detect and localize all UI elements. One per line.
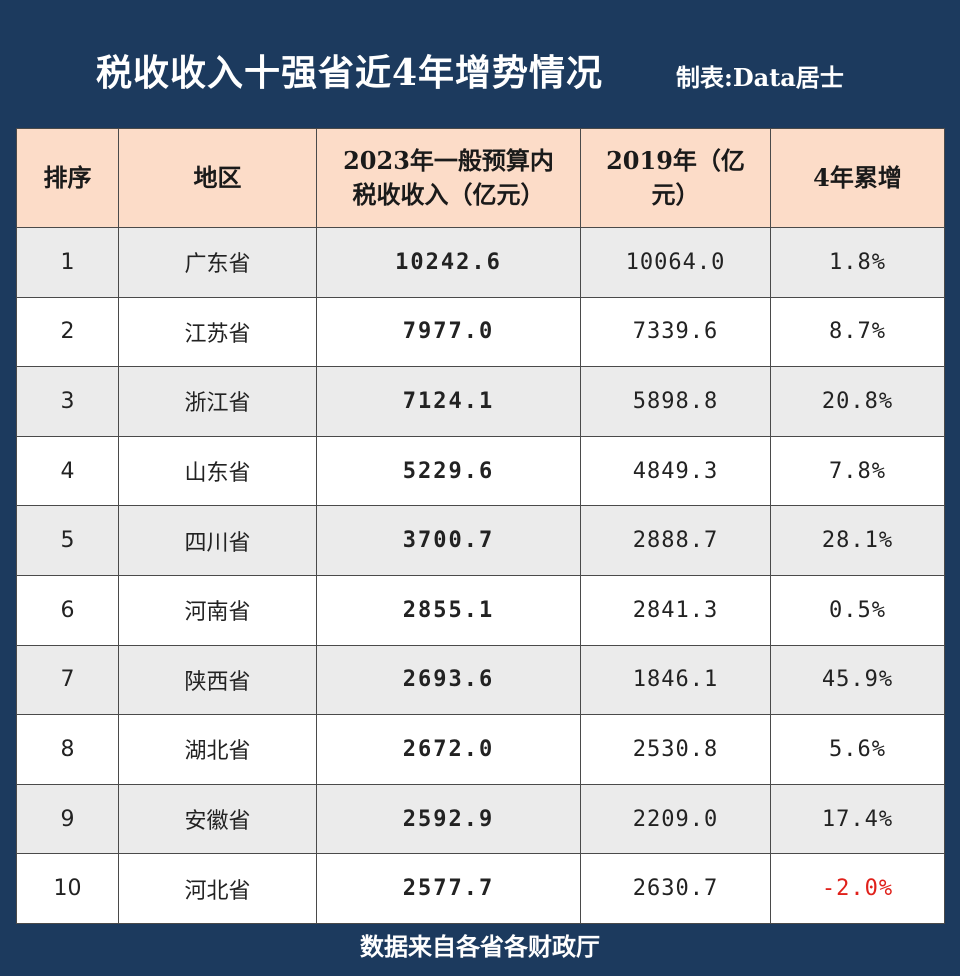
table-row: 3 浙江省 7124.1 5898.8 20.8% xyxy=(16,366,945,437)
growth-cell: 20.8% xyxy=(770,366,945,437)
revenue-2023-cell: 2577.7 xyxy=(316,853,581,924)
header-growth: 4年累增 xyxy=(770,128,945,228)
revenue-2019-cell: 1846.1 xyxy=(580,644,771,716)
region-cell: 陕西省 xyxy=(118,644,317,716)
growth-cell: 1.8% xyxy=(770,227,945,298)
growth-cell: 8.7% xyxy=(770,296,945,368)
revenue-2019-cell: 7339.6 xyxy=(580,296,771,368)
revenue-2023-cell: 7124.1 xyxy=(316,366,581,437)
growth-cell: 7.8% xyxy=(770,435,945,507)
table-row: 6 河南省 2855.1 2841.3 0.5% xyxy=(16,574,945,646)
header-revenue-2019: 2019年（亿 元） xyxy=(580,128,771,228)
header-revenue-2019-line1: 2019年（亿 xyxy=(606,146,745,175)
growth-cell: 0.5% xyxy=(770,574,945,646)
table-row: 7 陕西省 2693.6 1846.1 45.9% xyxy=(16,644,945,716)
region-cell: 江苏省 xyxy=(118,296,317,368)
revenue-2019-cell: 2209.0 xyxy=(580,783,771,855)
table-row: 8 湖北省 2672.0 2530.8 5.6% xyxy=(16,714,945,785)
revenue-2019-cell: 2841.3 xyxy=(580,574,771,646)
header-revenue-2023-line2: 税收收入（亿元） xyxy=(352,180,545,209)
rank-cell: 4 xyxy=(16,435,119,507)
table-row: 1 广东省 10242.6 10064.0 1.8% xyxy=(16,227,945,298)
region-cell: 河北省 xyxy=(118,853,317,924)
table-body: 1 广东省 10242.6 10064.0 1.8% 2 江苏省 7977.0 7339.6 8.… xyxy=(16,227,945,924)
region-cell: 广东省 xyxy=(118,227,317,298)
page-title: 税收收入十强省近4年增势情况 xyxy=(96,52,604,94)
growth-cell: 5.6% xyxy=(770,714,945,785)
rank-cell: 7 xyxy=(16,644,119,716)
revenue-2019-cell: 2530.8 xyxy=(580,714,771,785)
growth-cell: 45.9% xyxy=(770,644,945,716)
tax-revenue-table: 排序 地区 2023年一般预算内 税收收入（亿元） 2019年（亿 元） 4年累… xyxy=(16,128,945,924)
revenue-2019-cell: 5898.8 xyxy=(580,366,771,437)
rank-cell: 3 xyxy=(16,366,119,437)
rank-cell: 9 xyxy=(16,783,119,855)
revenue-2019-cell: 4849.3 xyxy=(580,435,771,507)
revenue-2023-cell: 7977.0 xyxy=(316,296,581,368)
header-region: 地区 xyxy=(118,128,317,228)
growth-cell: 17.4% xyxy=(770,783,945,855)
revenue-2019-cell: 10064.0 xyxy=(580,227,771,298)
table-row: 5 四川省 3700.7 2888.7 28.1% xyxy=(16,505,945,576)
region-cell: 四川省 xyxy=(118,505,317,576)
region-cell: 山东省 xyxy=(118,435,317,507)
rank-cell: 10 xyxy=(16,853,119,924)
rank-cell: 6 xyxy=(16,574,119,646)
header-row: 排序 地区 2023年一般预算内 税收收入（亿元） 2019年（亿 元） 4年累… xyxy=(16,128,945,228)
header-revenue-2023: 2023年一般预算内 税收收入（亿元） xyxy=(316,128,581,228)
region-cell: 河南省 xyxy=(118,574,317,646)
table-row: 10 河北省 2577.7 2630.7 -2.0% xyxy=(16,853,945,924)
region-cell: 安徽省 xyxy=(118,783,317,855)
revenue-2023-cell: 5229.6 xyxy=(316,435,581,507)
header-rank: 排序 xyxy=(16,128,119,228)
table-row: 4 山东省 5229.6 4849.3 7.8% xyxy=(16,435,945,507)
revenue-2019-cell: 2888.7 xyxy=(580,505,771,576)
revenue-2023-cell: 2672.0 xyxy=(316,714,581,785)
header-revenue-2023-line1: 2023年一般预算内 xyxy=(343,146,554,175)
revenue-2023-cell: 10242.6 xyxy=(316,227,581,298)
title-bar: 税收收入十强省近4年增势情况 制表:Data居士 xyxy=(0,0,960,128)
header-revenue-2019-line2: 元） xyxy=(651,180,700,209)
revenue-2023-cell: 2693.6 xyxy=(316,644,581,716)
revenue-2019-cell: 2630.7 xyxy=(580,853,771,924)
table-row: 2 江苏省 7977.0 7339.6 8.7% xyxy=(16,296,945,368)
growth-cell: -2.0% xyxy=(770,853,945,924)
revenue-2023-cell: 3700.7 xyxy=(316,505,581,576)
revenue-2023-cell: 2592.9 xyxy=(316,783,581,855)
region-cell: 湖北省 xyxy=(118,714,317,785)
credit-label: 制表:Data居士 xyxy=(676,63,844,92)
growth-cell: 28.1% xyxy=(770,505,945,576)
rank-cell: 2 xyxy=(16,296,119,368)
source-footer: 数据来自各省各财政厅 xyxy=(360,932,600,961)
rank-cell: 5 xyxy=(16,505,119,576)
region-cell: 浙江省 xyxy=(118,366,317,437)
table-row: 9 安徽省 2592.9 2209.0 17.4% xyxy=(16,783,945,855)
rank-cell: 1 xyxy=(16,227,119,298)
rank-cell: 8 xyxy=(16,714,119,785)
revenue-2023-cell: 2855.1 xyxy=(316,574,581,646)
